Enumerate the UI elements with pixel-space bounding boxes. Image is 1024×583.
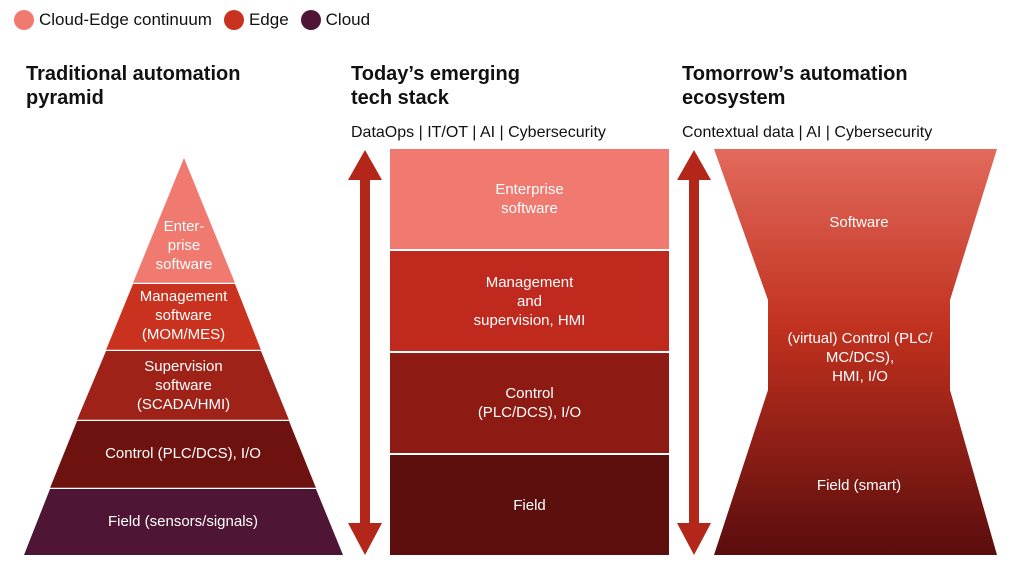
label-line: Supervision (144, 357, 223, 375)
pyramid-control-layer (50, 421, 316, 488)
legend-item-edge: Edge (223, 10, 289, 30)
ecosystem-software-label: Software (829, 213, 889, 231)
edge-swatch (223, 10, 244, 30)
pyramid-management-label: Management software (MOM/MES) (106, 285, 261, 345)
ecosystem-control-label: (virtual) Control (PLC/ MC/DCS), HMI, I/… (760, 325, 960, 389)
tomorrow-subtitle: Contextual data | AI | Cybersecurity (682, 124, 933, 141)
label-line: supervision, HMI (473, 311, 586, 329)
stack-management-block: Management and supervision, HMI (390, 251, 669, 351)
double-arrow-today (348, 150, 382, 555)
cloud-edge-swatch (14, 10, 34, 30)
label-line: software (155, 376, 212, 394)
legend-label: Cloud (325, 10, 371, 29)
legend-label: Edge (248, 10, 289, 29)
label-line: software (501, 200, 558, 217)
label-line: (PLC/DCS), I/O (477, 404, 582, 421)
legend: Cloud-Edge continuum Edge Cloud (14, 10, 382, 30)
ecosystem-field-label: Field (smart) (816, 476, 902, 494)
stack-control-block: Control (PLC/DCS), I/O (390, 353, 669, 453)
label-line: (SCADA/HMI) (136, 395, 231, 413)
label-line: Control (505, 385, 554, 402)
pyramid-field-label: Field (sensors/signals) (107, 512, 259, 530)
label-line: Management (485, 273, 574, 291)
legend-item-cloud-edge: Cloud-Edge continuum (14, 10, 212, 30)
label-line: prise (167, 236, 201, 254)
hourglass-ecosystem (714, 149, 997, 555)
tomorrow-title: Tomorrow’s automation ecosystem (682, 62, 908, 110)
label-line: (MOM/MES) (141, 325, 226, 343)
pyramid-control-label: Control (PLC/DCS), I/O (105, 444, 261, 462)
pyramid-enterprise-label: Enter- prise software (133, 214, 235, 276)
label-line: and (516, 292, 543, 310)
legend-item-cloud: Cloud (300, 10, 371, 30)
stack-field-block: Field (390, 455, 669, 555)
traditional-title: Traditional automation pyramid (26, 62, 240, 110)
title-line: Traditional automation (26, 63, 241, 85)
pyramid-supervision-label: Supervision software (SCADA/HMI) (90, 355, 277, 415)
title-line: Tomorrow’s automation (682, 63, 908, 85)
label-line: Enterprise (495, 181, 564, 198)
label-line: HMI, I/O (832, 367, 888, 385)
label-line: Enter- (163, 217, 205, 235)
cloud-swatch (300, 10, 321, 30)
title-line: Today’s emerging (351, 63, 520, 85)
today-subtitle: DataOps | IT/OT | AI | Cybersecurity (351, 124, 606, 141)
label-line: (virtual) Control (PLC/ (787, 329, 933, 347)
pyramid-supervision-layer (77, 351, 289, 420)
pyramid-field-layer (24, 489, 343, 555)
label-line: Management (139, 287, 228, 305)
title-line: ecosystem (682, 87, 786, 109)
label-line: software (155, 306, 212, 324)
title-line: pyramid (26, 87, 104, 109)
label-line: MC/DCS), (825, 348, 895, 366)
today-title: Today’s emerging tech stack (351, 62, 520, 110)
stack-enterprise-block: Enterprise software (390, 149, 669, 249)
pyramid-management-layer (106, 284, 261, 350)
pyramid-enterprise-layer (133, 158, 235, 283)
double-arrow-tomorrow (677, 150, 711, 555)
label-line: software (155, 255, 213, 273)
title-line: tech stack (351, 87, 449, 109)
legend-label: Cloud-Edge continuum (39, 10, 212, 29)
